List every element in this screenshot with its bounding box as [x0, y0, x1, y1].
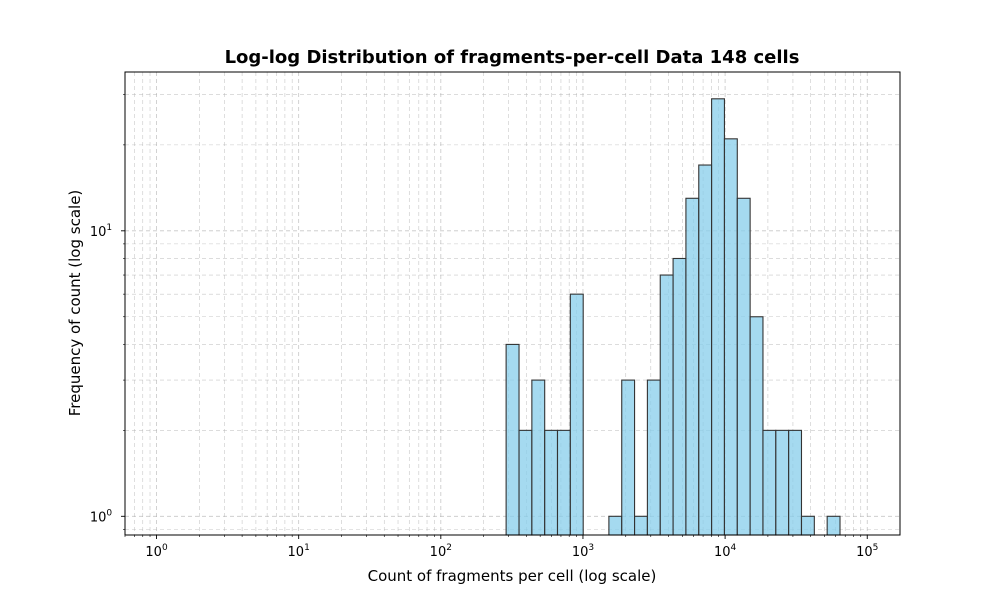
histogram-bar	[736, 197, 751, 536]
y-axis-ticks: 100 101	[90, 94, 125, 530]
histogram-bar	[749, 316, 764, 536]
x-tick-label: 101	[288, 543, 310, 560]
histogram-bar	[723, 138, 738, 536]
histogram-bar	[646, 379, 661, 536]
histogram-bar	[531, 379, 546, 536]
histogram-bar	[672, 257, 687, 536]
plot-area-frame	[124, 71, 901, 536]
x-axis-ticks: 100 101 102 103 104 105	[124, 535, 878, 560]
histogram-bar	[634, 515, 648, 536]
histogram-bar	[788, 429, 803, 536]
histogram-bar	[659, 274, 674, 536]
x-tick-label: 102	[430, 543, 452, 560]
x-tick-label: 104	[714, 543, 737, 560]
histogram-bar	[775, 429, 790, 536]
histogram-bar	[505, 343, 520, 536]
chart-title: Log-log Distribution of fragments-per-ce…	[225, 47, 800, 68]
y-tick-label: 101	[90, 223, 112, 240]
histogram-bar	[556, 429, 571, 536]
histogram-bar	[518, 429, 533, 536]
histogram-bar	[711, 98, 725, 536]
y-tick-label: 100	[90, 508, 113, 525]
histogram-bar	[698, 164, 713, 536]
y-axis-label: Frequency of count (log scale)	[66, 190, 84, 417]
histogram-bar	[608, 515, 623, 536]
x-tick-label: 100	[145, 543, 168, 560]
x-tick-label: 103	[572, 543, 594, 560]
histogram-bar	[800, 515, 815, 536]
histogram-bar	[569, 293, 584, 536]
histogram-bar	[826, 515, 841, 536]
histogram-bar	[685, 197, 700, 536]
histogram-bar	[544, 429, 559, 536]
histogram-bar	[762, 429, 777, 536]
x-axis-label: Count of fragments per cell (log scale)	[368, 567, 657, 585]
histogram-bar	[621, 379, 636, 536]
x-tick-label: 105	[856, 543, 878, 560]
